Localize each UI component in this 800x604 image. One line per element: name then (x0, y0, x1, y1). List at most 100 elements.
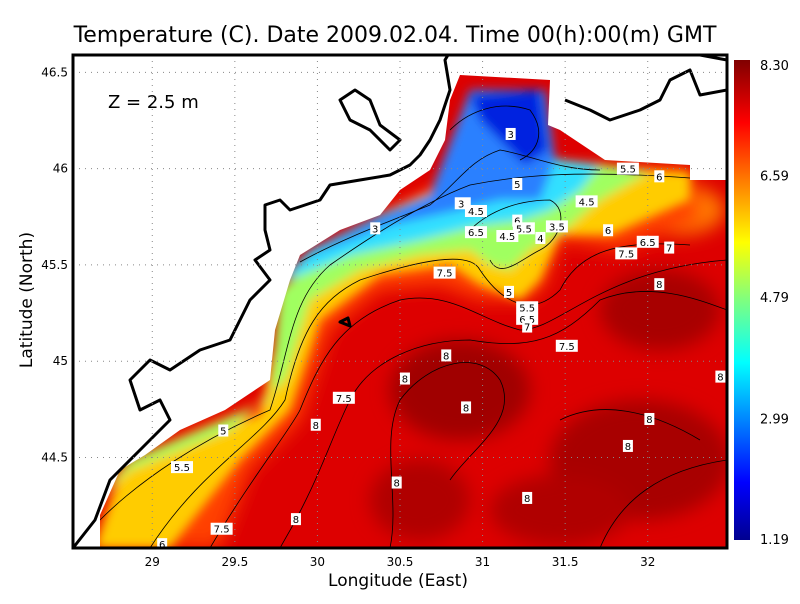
contour-label: 7 (522, 320, 533, 334)
svg-text:7.5: 7.5 (437, 269, 453, 280)
svg-text:4.5: 4.5 (579, 197, 595, 208)
contour-label: 4 (535, 231, 546, 245)
svg-text:6.5: 6.5 (640, 238, 656, 249)
contour-label: 8 (522, 491, 533, 505)
contour-label: 5.5 (171, 461, 193, 474)
contour-label: 5.5 (516, 301, 539, 314)
svg-text:7.5: 7.5 (214, 525, 230, 536)
y-tick-label: 46.5 (41, 65, 68, 79)
land-mask (73, 55, 727, 548)
contour-label: 7.5 (210, 522, 233, 536)
contour-label: 7.5 (555, 339, 578, 353)
contour-label: 8 (391, 476, 402, 490)
gridlines (73, 55, 727, 548)
x-axis-label: Longitude (East) (328, 571, 468, 591)
svg-text:7: 7 (524, 323, 530, 334)
svg-text:4.5: 4.5 (468, 207, 484, 218)
contour-label: 8 (715, 370, 726, 384)
contour-label: 6 (603, 224, 614, 237)
x-tick-label: 29.5 (221, 555, 248, 569)
svg-text:6.5: 6.5 (468, 228, 484, 239)
x-tick-label: 31 (475, 555, 490, 569)
contour-label: 8 (622, 439, 633, 453)
svg-text:3.: 3. (458, 199, 468, 210)
contour-label: 7.5 (332, 391, 355, 405)
contour-label: 8 (290, 513, 301, 526)
contour-label: 8 (310, 418, 321, 432)
x-tick-label: 30 (310, 555, 325, 569)
svg-text:5.5: 5.5 (519, 303, 535, 314)
svg-text:5: 5 (220, 427, 226, 438)
contour-label: 3 (505, 127, 516, 141)
svg-text:8: 8 (656, 280, 662, 291)
contour-label: 5.5 (616, 162, 639, 176)
svg-text:8: 8 (646, 415, 652, 426)
contour-label: 6 (157, 538, 168, 548)
x-tick-label: 32 (640, 555, 655, 569)
contour-label: 6 (654, 170, 665, 183)
svg-text:7.5: 7.5 (336, 394, 352, 405)
depth-annotation: Z = 2.5 m (108, 92, 199, 113)
contour-label: 5.5 (512, 222, 535, 235)
svg-text:4: 4 (537, 234, 543, 245)
contour-label: 6 (512, 214, 523, 228)
contour-label: 5 (512, 178, 523, 191)
svg-text:8: 8 (717, 373, 723, 384)
contour-lines (99, 105, 727, 548)
colorbar-tick-label: 6.59 (760, 169, 789, 184)
y-tick-label: 45.5 (41, 258, 68, 272)
contour-label: 8 (461, 401, 472, 414)
svg-text:8: 8 (463, 403, 469, 414)
svg-text:5: 5 (514, 180, 520, 191)
contour-label: 6.5 (636, 235, 659, 249)
svg-text:3: 3 (507, 130, 513, 141)
contour-label: 6.5 (516, 312, 539, 326)
colorbar-tick-label: 1.19 (760, 533, 789, 548)
svg-text:8: 8 (443, 351, 449, 362)
svg-text:8: 8 (625, 442, 631, 453)
svg-text:7.5: 7.5 (559, 342, 575, 353)
svg-text:6: 6 (514, 217, 520, 228)
y-tick-label: 45 (53, 354, 68, 368)
x-tick-label: 31.5 (552, 555, 579, 569)
colorbar-tick-label: 2.99 (760, 412, 789, 427)
y-tick-label: 44.5 (41, 450, 68, 464)
colorbar (734, 60, 750, 540)
contour-label: 8 (399, 372, 410, 386)
y-axis: 44.5 45 45.5 46 46.5 (41, 65, 68, 464)
svg-text:3: 3 (372, 224, 378, 235)
svg-text:6.5: 6.5 (519, 315, 535, 326)
contour-label: 8 (654, 278, 665, 291)
contour-label: 8 (441, 349, 452, 362)
svg-text:8: 8 (293, 515, 299, 526)
colorbar-tick-label: 8.30 (760, 59, 789, 74)
svg-text:7.5: 7.5 (618, 249, 634, 260)
contour-label: 8 (644, 412, 655, 426)
svg-text:5.5: 5.5 (620, 165, 636, 176)
contour-label: 4.5 (464, 204, 487, 218)
svg-text:3.5: 3.5 (549, 222, 565, 233)
x-tick-label: 29 (145, 555, 160, 569)
colorbar-ticks: 8.30 6.59 4.79 2.99 1.19 (760, 59, 789, 548)
contour-label: 7 (664, 241, 675, 255)
y-tick-label: 46 (53, 162, 68, 176)
plot-frame (71, 53, 729, 550)
svg-text:5.5: 5.5 (174, 463, 190, 474)
contour-label: 5 (504, 285, 514, 299)
svg-text:6: 6 (656, 172, 662, 183)
contour-label: 7.5 (615, 247, 638, 260)
contour-label: 4.5 (496, 230, 519, 243)
svg-text:7: 7 (666, 244, 672, 255)
svg-text:4.5: 4.5 (499, 232, 515, 243)
chart-title: Temperature (C). Date 2009.02.04. Time 0… (73, 23, 717, 48)
contour-label: 7.5 (433, 266, 456, 280)
colorbar-tick-label: 4.79 (760, 291, 789, 306)
x-axis: 29 29.5 30 30.5 31 31.5 32 (145, 555, 656, 569)
contour-label: 3.5 (545, 220, 568, 233)
contour-label: 6.5 (464, 226, 487, 239)
contour-label: 3 (370, 222, 381, 235)
